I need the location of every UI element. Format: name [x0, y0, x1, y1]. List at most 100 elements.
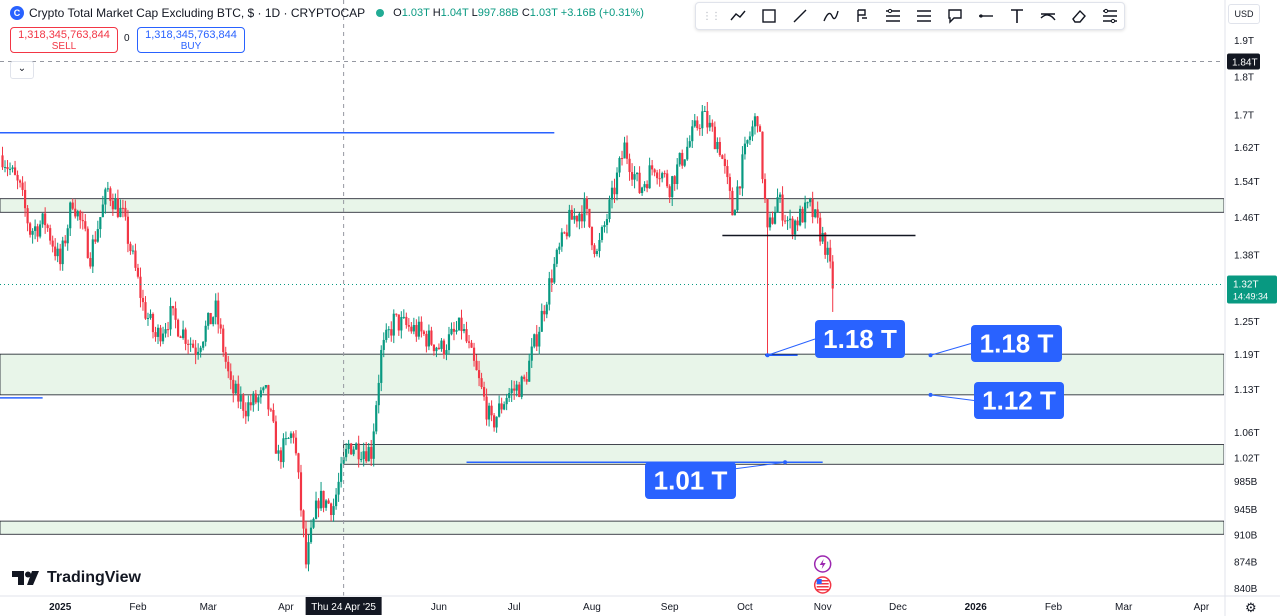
candle-204	[513, 380, 516, 400]
brush-icon[interactable]	[1032, 4, 1063, 28]
svg-text:Thu 24 Apr '25: Thu 24 Apr '25	[311, 602, 376, 613]
candle-240	[603, 221, 606, 233]
candle-72	[181, 320, 185, 340]
candle-164	[412, 317, 415, 335]
y-tick-label-10: 1.06T	[1234, 428, 1260, 439]
candle-201	[505, 393, 508, 411]
crosshair	[0, 0, 1224, 596]
callout-icon[interactable]	[939, 4, 970, 28]
candle-216	[543, 305, 546, 322]
candle-222	[558, 242, 561, 255]
annotation-labels: 1.18 T 1.18 T 1.12 T 1.01 T	[644, 320, 1064, 499]
sell-button[interactable]: 1,318,345,763,844 SELL	[10, 27, 118, 53]
eraser-icon[interactable]	[1063, 4, 1094, 28]
line-icon[interactable]	[784, 4, 815, 28]
price-label-1[interactable]: 1.18 T	[928, 325, 1062, 362]
us-flag-icon[interactable]	[813, 576, 832, 594]
chart-title[interactable]: Crypto Total Market Cap Excluding BTC, $…	[29, 6, 366, 20]
drag-handle-icon[interactable]: ⋮⋮	[702, 10, 721, 22]
candle-174	[437, 343, 441, 350]
candle-271	[681, 149, 684, 169]
candle-205	[515, 380, 518, 397]
candle-46	[116, 189, 119, 219]
candle-121	[304, 520, 308, 569]
trend-line-icon[interactable]	[722, 4, 753, 28]
candle-8	[21, 176, 24, 197]
candle-238	[598, 232, 601, 258]
y-tick-label-1: 1.8T	[1234, 72, 1254, 83]
settings-list-icon[interactable]	[1094, 4, 1125, 28]
currency-selector[interactable]: USD	[1228, 4, 1260, 24]
candle-229	[575, 215, 578, 228]
candle-155	[390, 321, 393, 342]
candle-77	[194, 340, 197, 365]
candle-122	[307, 534, 310, 572]
x-tick-label-1: Feb	[129, 602, 147, 613]
y-tick-label-8: 1.19T	[1234, 350, 1260, 361]
candle-23	[59, 243, 62, 271]
price-label-2[interactable]: 1.12 T	[928, 382, 1064, 419]
price-label-3[interactable]: 1.01 T	[644, 460, 788, 499]
candle-284	[713, 121, 716, 150]
candle-296	[743, 136, 747, 160]
candle-43	[109, 186, 112, 207]
candle-64	[161, 326, 165, 345]
candle-29	[74, 199, 77, 219]
candle-293	[736, 180, 739, 212]
candle-215	[540, 303, 543, 332]
candle-303	[761, 131, 764, 184]
candle-52	[131, 245, 135, 255]
y-tick-label-9: 1.13T	[1234, 385, 1260, 396]
candle-185	[465, 321, 468, 344]
path-icon[interactable]	[815, 4, 846, 28]
gear-icon[interactable]: ⚙	[1245, 600, 1257, 615]
rectangle-icon[interactable]	[753, 4, 784, 28]
candle-27	[69, 201, 72, 236]
candle-182	[457, 317, 461, 332]
price-label-0[interactable]: 1.18 T	[765, 320, 905, 358]
candle-322	[809, 197, 812, 207]
zone-3[interactable]	[0, 520, 1224, 535]
candle-257	[646, 180, 649, 193]
buy-button[interactable]: 1,318,345,763,844 BUY	[137, 27, 245, 53]
candle-188	[472, 342, 476, 367]
lightning-icon[interactable]	[813, 555, 832, 573]
candle-274	[688, 135, 691, 148]
candle-30	[76, 209, 79, 221]
candle-151	[380, 345, 383, 392]
text-icon[interactable]	[1001, 4, 1032, 28]
candle-224	[563, 231, 566, 235]
candle-292	[733, 209, 737, 216]
horizontal-ray-icon[interactable]	[970, 4, 1001, 28]
candle-47	[119, 199, 122, 218]
candle-306	[768, 213, 772, 231]
candle-171	[430, 326, 433, 346]
candle-147	[370, 439, 373, 466]
zone-2[interactable]	[343, 444, 1224, 465]
candle-33	[84, 214, 87, 232]
candle-59	[149, 309, 152, 320]
candle-25	[64, 235, 67, 247]
candle-242	[608, 195, 611, 223]
candle-326	[819, 213, 822, 246]
candle-99	[249, 394, 252, 411]
chevron-down-icon: ⌄	[17, 63, 27, 74]
parallel-channel-icon[interactable]	[908, 4, 939, 28]
candle-162	[407, 318, 410, 332]
candle-67	[169, 297, 172, 336]
candle-191	[480, 372, 483, 390]
candle-183	[460, 309, 463, 340]
long-position-icon[interactable]	[846, 4, 877, 28]
candle-39	[99, 217, 102, 238]
candle-102	[257, 395, 260, 411]
candle-80	[202, 341, 205, 351]
candle-280	[703, 105, 706, 112]
candle-297	[746, 139, 749, 147]
collapse-legend-button[interactable]: ⌄	[10, 61, 34, 79]
candle-311	[781, 186, 784, 227]
candle-116	[292, 431, 295, 444]
fib-retracement-icon[interactable]	[877, 4, 908, 28]
candle-97	[244, 402, 247, 424]
